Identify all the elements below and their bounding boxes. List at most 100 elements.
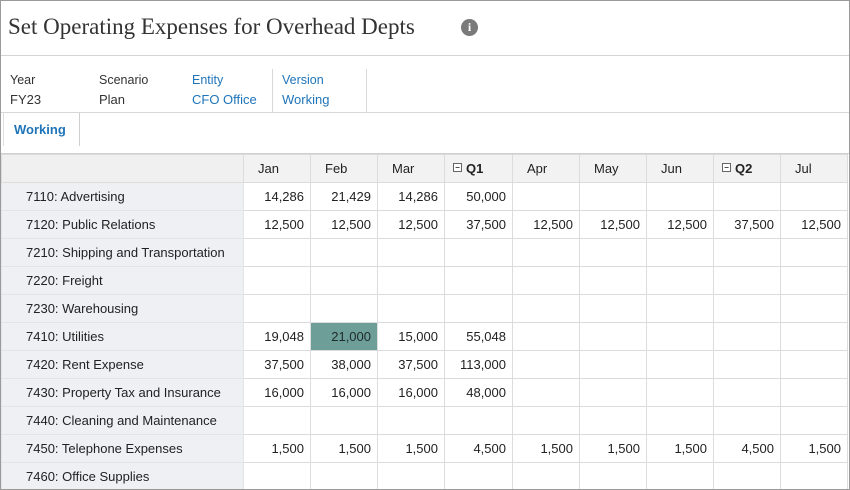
grid-cell[interactable] <box>512 350 580 379</box>
grid-cell[interactable] <box>713 378 781 407</box>
grid-cell[interactable] <box>646 294 714 323</box>
grid-cell[interactable]: 12,500 <box>243 210 311 239</box>
column-header-q2[interactable]: − Q2 <box>713 154 781 183</box>
grid-cell[interactable]: 37,500 <box>713 210 781 239</box>
grid-cell[interactable] <box>512 462 580 489</box>
grid-cell[interactable] <box>243 238 311 267</box>
grid-cell[interactable]: 12,500 <box>310 210 378 239</box>
grid-cell[interactable]: 1,500 <box>579 434 647 463</box>
grid-cell[interactable] <box>512 182 580 211</box>
grid-cell[interactable] <box>713 182 781 211</box>
grid-cell[interactable] <box>512 238 580 267</box>
grid-cell[interactable] <box>310 406 378 435</box>
grid-cell[interactable] <box>243 266 311 295</box>
grid-cell[interactable]: 12,500 <box>780 210 848 239</box>
grid-cell[interactable]: 1,500 <box>780 434 848 463</box>
column-header-q1[interactable]: − Q1 <box>444 154 513 183</box>
grid-cell[interactable] <box>780 238 848 267</box>
grid-cell[interactable] <box>310 238 378 267</box>
grid-cell[interactable]: 12,500 <box>512 210 580 239</box>
grid-cell[interactable] <box>780 182 848 211</box>
grid-cell[interactable] <box>713 294 781 323</box>
grid-cell[interactable] <box>512 406 580 435</box>
tab-working[interactable]: Working <box>3 113 80 146</box>
grid-cell[interactable]: 48,000 <box>444 378 513 407</box>
grid-cell[interactable]: 12,500 <box>646 210 714 239</box>
grid-cell[interactable] <box>310 294 378 323</box>
grid-cell[interactable]: 50,000 <box>444 182 513 211</box>
pov-entity-value[interactable]: CFO Office <box>192 92 257 107</box>
grid-cell[interactable] <box>646 378 714 407</box>
grid-cell[interactable] <box>780 350 848 379</box>
grid-cell[interactable] <box>444 462 513 489</box>
grid-cell[interactable] <box>512 294 580 323</box>
grid-cell[interactable]: 4,500 <box>713 434 781 463</box>
grid-cell[interactable] <box>646 322 714 351</box>
grid-cell[interactable] <box>377 406 445 435</box>
grid-cell[interactable] <box>579 322 647 351</box>
grid-cell[interactable] <box>243 406 311 435</box>
grid-cell[interactable]: 1,500 <box>512 434 580 463</box>
grid-cell[interactable] <box>377 462 445 489</box>
grid-cell[interactable] <box>713 238 781 267</box>
grid-cell[interactable] <box>512 378 580 407</box>
grid-cell[interactable] <box>579 462 647 489</box>
grid-cell[interactable] <box>377 266 445 295</box>
grid-cell[interactable]: 38,000 <box>310 350 378 379</box>
grid-cell[interactable]: 15,000 <box>377 322 445 351</box>
grid-cell[interactable] <box>310 266 378 295</box>
grid-cell[interactable]: 14,286 <box>243 182 311 211</box>
grid-cell[interactable]: 16,000 <box>377 378 445 407</box>
grid-cell[interactable] <box>646 406 714 435</box>
grid-cell[interactable]: 37,500 <box>243 350 311 379</box>
grid-cell[interactable]: 16,000 <box>243 378 311 407</box>
grid-cell[interactable] <box>646 462 714 489</box>
grid-cell[interactable] <box>243 294 311 323</box>
grid-cell[interactable] <box>579 350 647 379</box>
grid-cell[interactable]: 12,500 <box>579 210 647 239</box>
grid-cell[interactable]: 1,500 <box>310 434 378 463</box>
grid-cell[interactable] <box>444 266 513 295</box>
collapse-icon[interactable]: − <box>722 163 731 172</box>
pov-version[interactable]: Version Working <box>273 67 366 113</box>
grid-cell[interactable] <box>310 462 378 489</box>
grid-cell[interactable] <box>444 294 513 323</box>
grid-cell[interactable] <box>377 294 445 323</box>
grid-cell[interactable] <box>713 462 781 489</box>
grid-cell[interactable] <box>579 294 647 323</box>
grid-cell[interactable] <box>444 406 513 435</box>
grid-cell[interactable]: 1,500 <box>243 434 311 463</box>
grid-cell[interactable] <box>780 322 848 351</box>
grid-cell[interactable] <box>579 266 647 295</box>
grid-cell[interactable] <box>646 182 714 211</box>
grid-cell[interactable]: 113,000 <box>444 350 513 379</box>
grid-cell[interactable] <box>713 266 781 295</box>
grid-cell[interactable]: 37,500 <box>444 210 513 239</box>
grid-cell[interactable] <box>780 406 848 435</box>
grid-cell[interactable] <box>780 266 848 295</box>
collapse-icon[interactable]: − <box>453 163 462 172</box>
grid-cell[interactable]: 55,048 <box>444 322 513 351</box>
info-icon[interactable]: i <box>461 19 478 36</box>
grid-cell[interactable] <box>780 462 848 489</box>
grid-cell[interactable]: 19,048 <box>243 322 311 351</box>
grid-cell[interactable] <box>780 378 848 407</box>
grid-cell[interactable] <box>646 350 714 379</box>
pov-entity[interactable]: Entity CFO Office <box>183 67 273 113</box>
grid-cell[interactable]: 21,429 <box>310 182 378 211</box>
grid-cell[interactable]: 14,286 <box>377 182 445 211</box>
grid-cell[interactable] <box>579 238 647 267</box>
grid-cell[interactable]: 4,500 <box>444 434 513 463</box>
grid-cell[interactable] <box>646 266 714 295</box>
pov-version-value[interactable]: Working <box>282 92 330 107</box>
grid-cell[interactable] <box>646 238 714 267</box>
grid-cell[interactable] <box>579 182 647 211</box>
grid-cell[interactable] <box>377 238 445 267</box>
grid-cell[interactable] <box>713 406 781 435</box>
grid-cell[interactable] <box>444 238 513 267</box>
selected-cell[interactable]: 21,000 <box>310 322 378 351</box>
grid-cell[interactable] <box>512 266 580 295</box>
grid-cell[interactable]: 12,500 <box>377 210 445 239</box>
grid-cell[interactable]: 16,000 <box>310 378 378 407</box>
grid-cell[interactable] <box>713 322 781 351</box>
